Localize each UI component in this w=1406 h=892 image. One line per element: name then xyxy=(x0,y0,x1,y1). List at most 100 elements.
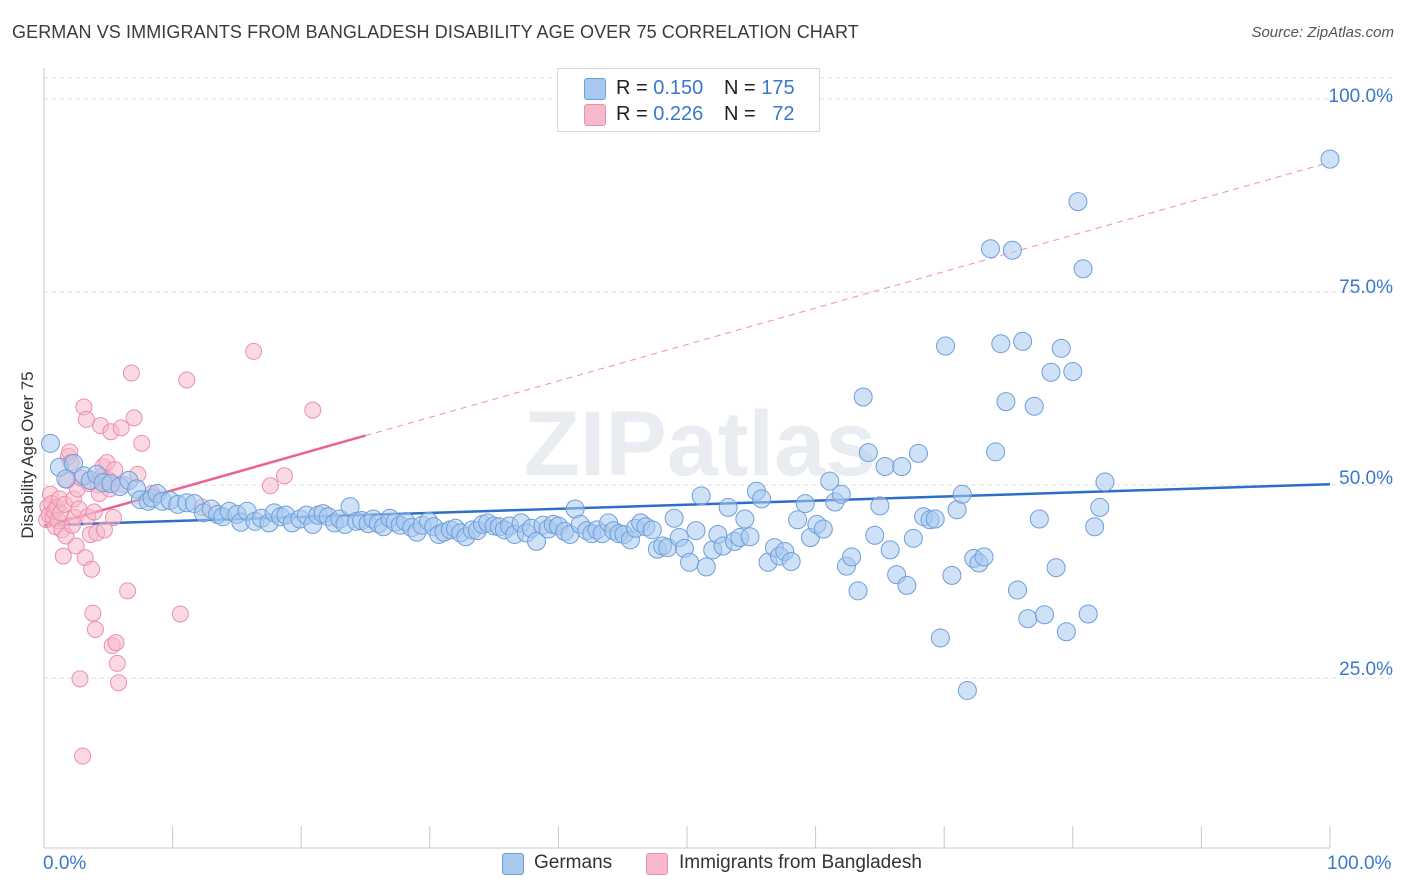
german-point xyxy=(925,509,945,529)
german-point xyxy=(880,540,900,560)
german-point xyxy=(527,531,547,551)
legend-swatch-pink xyxy=(584,104,606,126)
german-point xyxy=(664,508,684,528)
bangladesh-point xyxy=(74,747,92,765)
series-legend: Germans Immigrants from Bangladesh xyxy=(0,852,1406,878)
legend-r-label: R = xyxy=(616,103,654,125)
german-point xyxy=(991,334,1011,354)
german-point xyxy=(740,527,760,547)
y-tick-75: 75.0% xyxy=(1339,277,1393,298)
y-tick-100: 100.0% xyxy=(1328,86,1393,107)
german-point xyxy=(1008,580,1028,600)
german-point xyxy=(957,680,977,700)
bangladesh-points xyxy=(38,342,322,765)
chart-title: GERMAN VS IMMIGRANTS FROM BANGLADESH DIS… xyxy=(12,22,859,42)
german-point xyxy=(1013,331,1033,351)
legend-n-value: 175 xyxy=(761,77,795,99)
german-point xyxy=(897,575,917,595)
x-ticks xyxy=(43,826,1331,848)
bangladesh-point xyxy=(178,371,196,389)
german-point xyxy=(870,496,890,516)
germans-swatch xyxy=(502,853,524,875)
german-point xyxy=(942,565,962,585)
german-point xyxy=(1095,472,1115,492)
german-point xyxy=(952,484,972,504)
german-point xyxy=(691,486,711,506)
german-point xyxy=(696,557,716,577)
x-min-label: 0.0% xyxy=(43,853,87,874)
german-point xyxy=(686,521,706,541)
x-max-label: 100.0% xyxy=(1327,853,1392,874)
german-point xyxy=(718,497,738,517)
bangladesh-point xyxy=(125,409,143,427)
bangladesh-point xyxy=(54,547,72,565)
german-point xyxy=(40,433,60,453)
german-point xyxy=(930,628,950,648)
bangladesh-point xyxy=(95,521,113,539)
bangladesh-point xyxy=(77,410,95,428)
german-point xyxy=(903,528,923,548)
legend-r-value: 0.150 xyxy=(653,77,704,99)
german-point xyxy=(842,547,862,567)
german-point xyxy=(1068,192,1088,212)
legend-n-value: 72 xyxy=(772,103,795,125)
german-point xyxy=(64,453,84,473)
bangladesh-point xyxy=(67,537,85,555)
bangladesh-point xyxy=(245,342,263,360)
german-point xyxy=(831,484,851,504)
german-point xyxy=(1041,362,1061,382)
bangladesh-point xyxy=(84,604,102,622)
german-point xyxy=(813,519,833,539)
german-point xyxy=(908,443,928,463)
german-point xyxy=(1051,338,1071,358)
german-points xyxy=(40,149,1340,700)
watermark: ZIPatlas xyxy=(524,393,877,495)
german-point xyxy=(892,456,912,476)
german-point xyxy=(735,509,755,529)
bangladesh-point xyxy=(119,582,137,600)
gridlines xyxy=(44,77,1392,679)
bangladesh-point xyxy=(112,419,130,437)
german-point xyxy=(865,525,885,545)
legend-n-label: N = xyxy=(724,103,762,125)
bangladesh-point xyxy=(122,364,140,382)
y-tick-50: 50.0% xyxy=(1339,468,1393,489)
german-point xyxy=(1046,558,1066,578)
german-point xyxy=(1085,517,1105,537)
bangladesh-point xyxy=(304,401,322,419)
bangladesh-point xyxy=(86,620,104,638)
german-point xyxy=(680,552,700,572)
legend-n-label: N = xyxy=(724,77,762,99)
german-point xyxy=(56,469,76,489)
german-point xyxy=(980,239,1000,259)
bangladesh-trend-extension xyxy=(365,161,1331,437)
bangladesh-point xyxy=(107,634,125,652)
bangladesh-point xyxy=(85,503,103,521)
bangladesh-point xyxy=(104,508,122,526)
german-point xyxy=(996,392,1016,412)
german-point xyxy=(935,336,955,356)
german-point xyxy=(1090,497,1110,517)
german-point xyxy=(1018,609,1038,629)
german-point xyxy=(1035,605,1055,625)
german-point xyxy=(875,456,895,476)
bangladesh-point xyxy=(171,605,189,623)
german-point xyxy=(1078,604,1098,624)
bangladesh-point xyxy=(83,560,101,578)
german-point xyxy=(853,387,873,407)
bangladesh-point xyxy=(275,467,293,485)
german-point xyxy=(1073,259,1093,279)
bangladesh-point xyxy=(71,670,89,688)
german-point xyxy=(848,581,868,601)
german-point xyxy=(1320,149,1340,169)
german-point xyxy=(858,443,878,463)
bangladesh-point xyxy=(108,654,126,672)
legend-swatch-blue xyxy=(584,78,606,100)
german-point xyxy=(820,471,840,491)
bangladesh-point xyxy=(110,674,128,692)
y-axis-label: Disability Age Over 75 xyxy=(18,371,37,539)
y-tick-25: 25.0% xyxy=(1339,659,1393,680)
german-point xyxy=(1063,362,1083,382)
german-point xyxy=(795,494,815,514)
